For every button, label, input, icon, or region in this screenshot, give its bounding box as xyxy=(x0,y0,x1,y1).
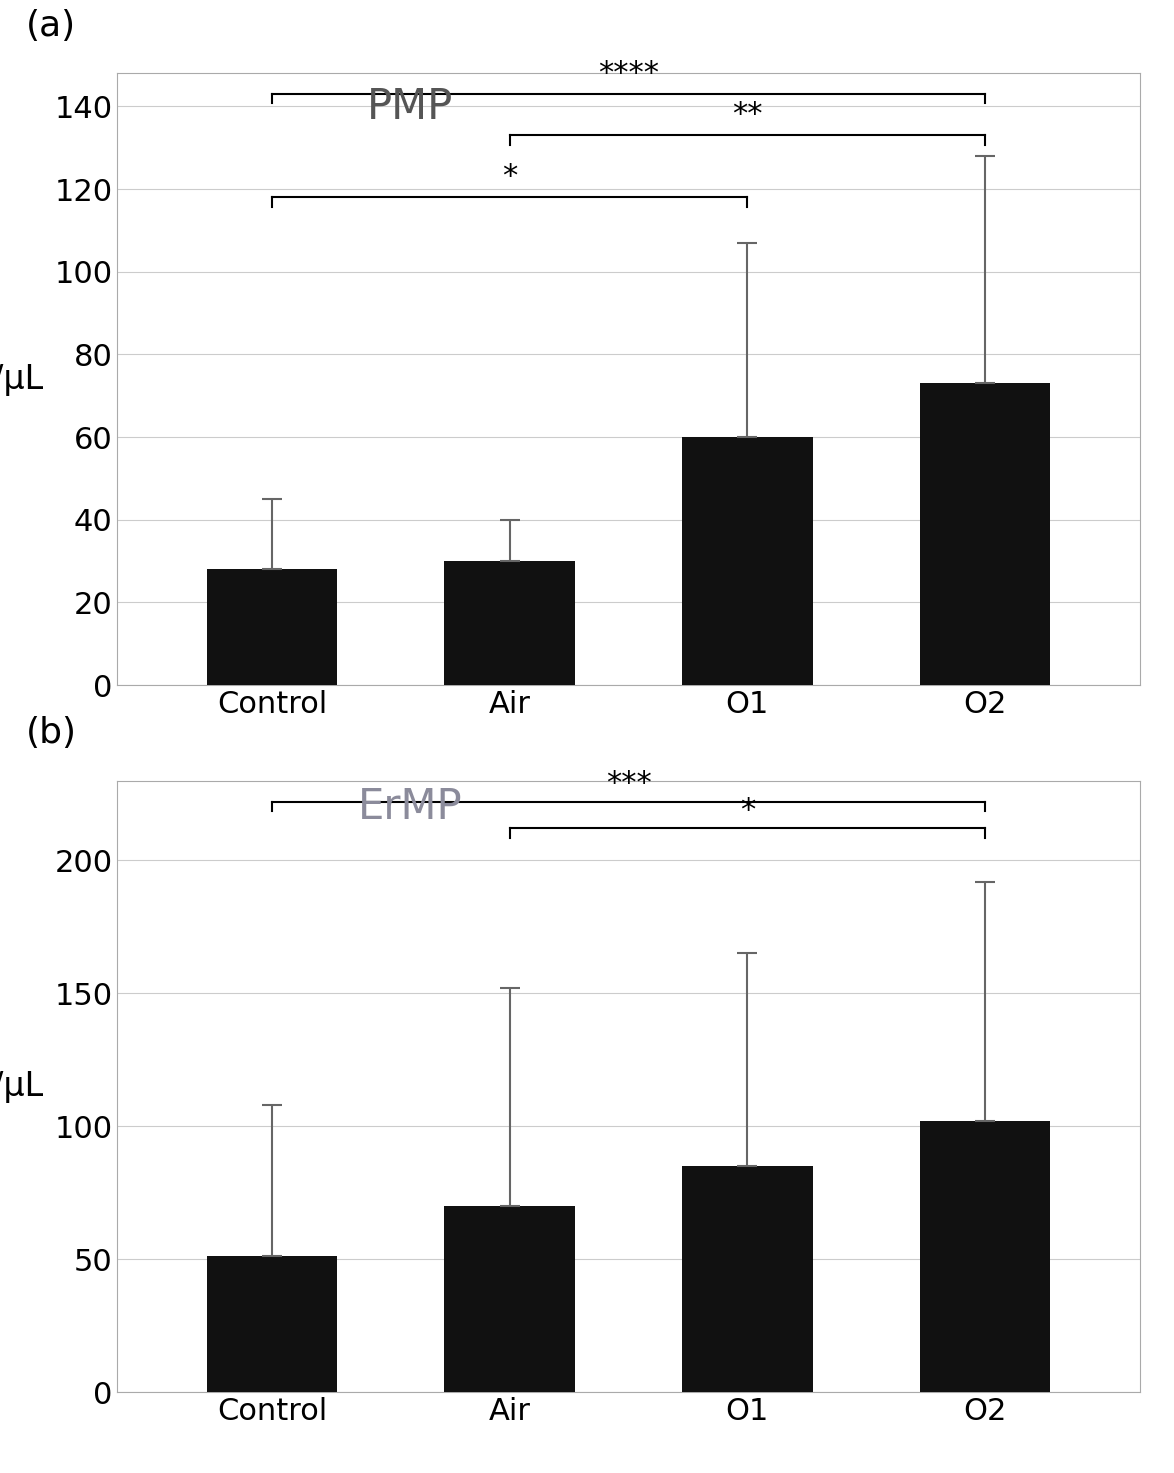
Y-axis label: n/μL: n/μL xyxy=(0,1069,43,1103)
Bar xyxy=(682,437,812,685)
Text: *: * xyxy=(501,162,517,191)
Y-axis label: n/μL: n/μL xyxy=(0,362,43,396)
Text: **: ** xyxy=(731,100,762,130)
Bar xyxy=(919,1121,1050,1392)
Text: ***: *** xyxy=(606,769,650,798)
Text: (b): (b) xyxy=(26,716,76,750)
Bar xyxy=(207,569,337,685)
Bar xyxy=(444,561,574,685)
Text: (a): (a) xyxy=(26,9,75,43)
Text: ErMP: ErMP xyxy=(357,787,461,828)
Bar xyxy=(919,383,1050,685)
Bar xyxy=(682,1167,812,1392)
Bar xyxy=(444,1206,574,1392)
Bar xyxy=(207,1256,337,1392)
Text: *: * xyxy=(740,795,755,825)
Text: ****: **** xyxy=(598,59,659,88)
Text: PMP: PMP xyxy=(366,85,453,128)
